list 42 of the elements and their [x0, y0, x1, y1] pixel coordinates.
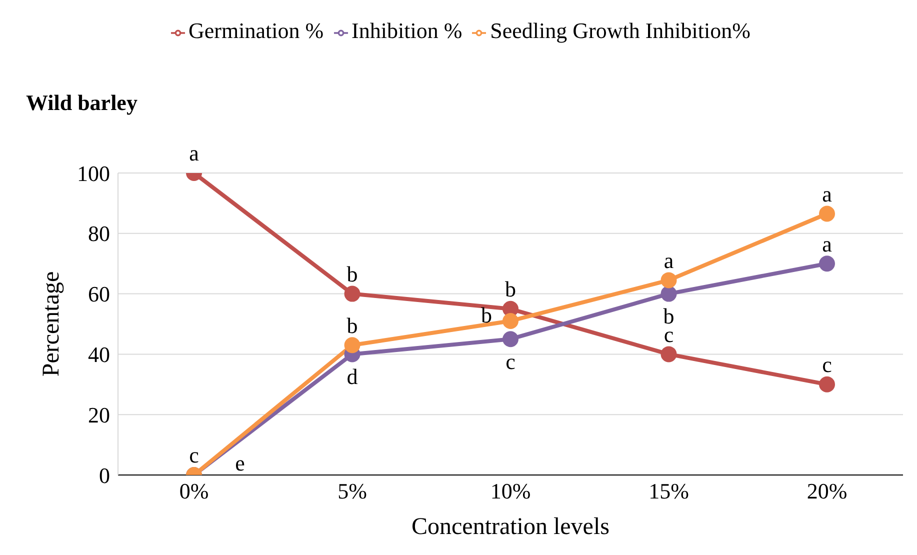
chart-title: Wild barley: [26, 90, 138, 116]
annotation: a: [664, 248, 674, 273]
x-axis-title: Concentration levels: [412, 514, 610, 540]
x-tick-label: 20%: [806, 478, 848, 504]
y-tick-label: 20: [88, 402, 110, 428]
x-tick-label: 5%: [338, 478, 367, 504]
point: [344, 286, 360, 302]
y-axis-title: Percentage: [38, 271, 65, 377]
x-tick-label: 0%: [179, 478, 209, 504]
point: [819, 256, 835, 272]
annotation: d: [346, 364, 358, 389]
legend-label: Germination %: [188, 18, 324, 43]
y-tick-label: 80: [88, 221, 110, 246]
point: [344, 337, 360, 354]
annotation: b: [346, 312, 358, 338]
annotation: c: [506, 348, 516, 374]
annotation: b: [663, 304, 674, 328]
y-tick-label: 100: [77, 160, 110, 186]
point: [819, 376, 835, 392]
annotation: c: [189, 442, 200, 468]
point: [502, 312, 518, 329]
annotation: e: [235, 450, 245, 476]
point: [502, 300, 518, 317]
annotation: a: [822, 231, 832, 256]
annotation: a: [189, 140, 200, 166]
point: [502, 331, 518, 348]
point: [660, 286, 677, 302]
annotation: a: [822, 181, 832, 206]
point: [660, 272, 677, 288]
y-tick-label: 60: [88, 282, 110, 307]
annotation: c: [822, 352, 832, 378]
point: [819, 206, 835, 222]
x-tick-label: 10%: [490, 478, 531, 504]
annotation: b: [481, 302, 492, 328]
y-tick-label: 0: [99, 462, 110, 488]
legend-label: Inhibition %: [352, 18, 462, 43]
annotation: b: [346, 262, 358, 286]
y-tick-label: 40: [88, 342, 110, 368]
point: [660, 346, 677, 362]
x-tick-label: 15%: [648, 478, 689, 504]
annotation: b: [505, 276, 516, 302]
legend-label: Seedling Growth Inhibition%: [490, 18, 750, 43]
